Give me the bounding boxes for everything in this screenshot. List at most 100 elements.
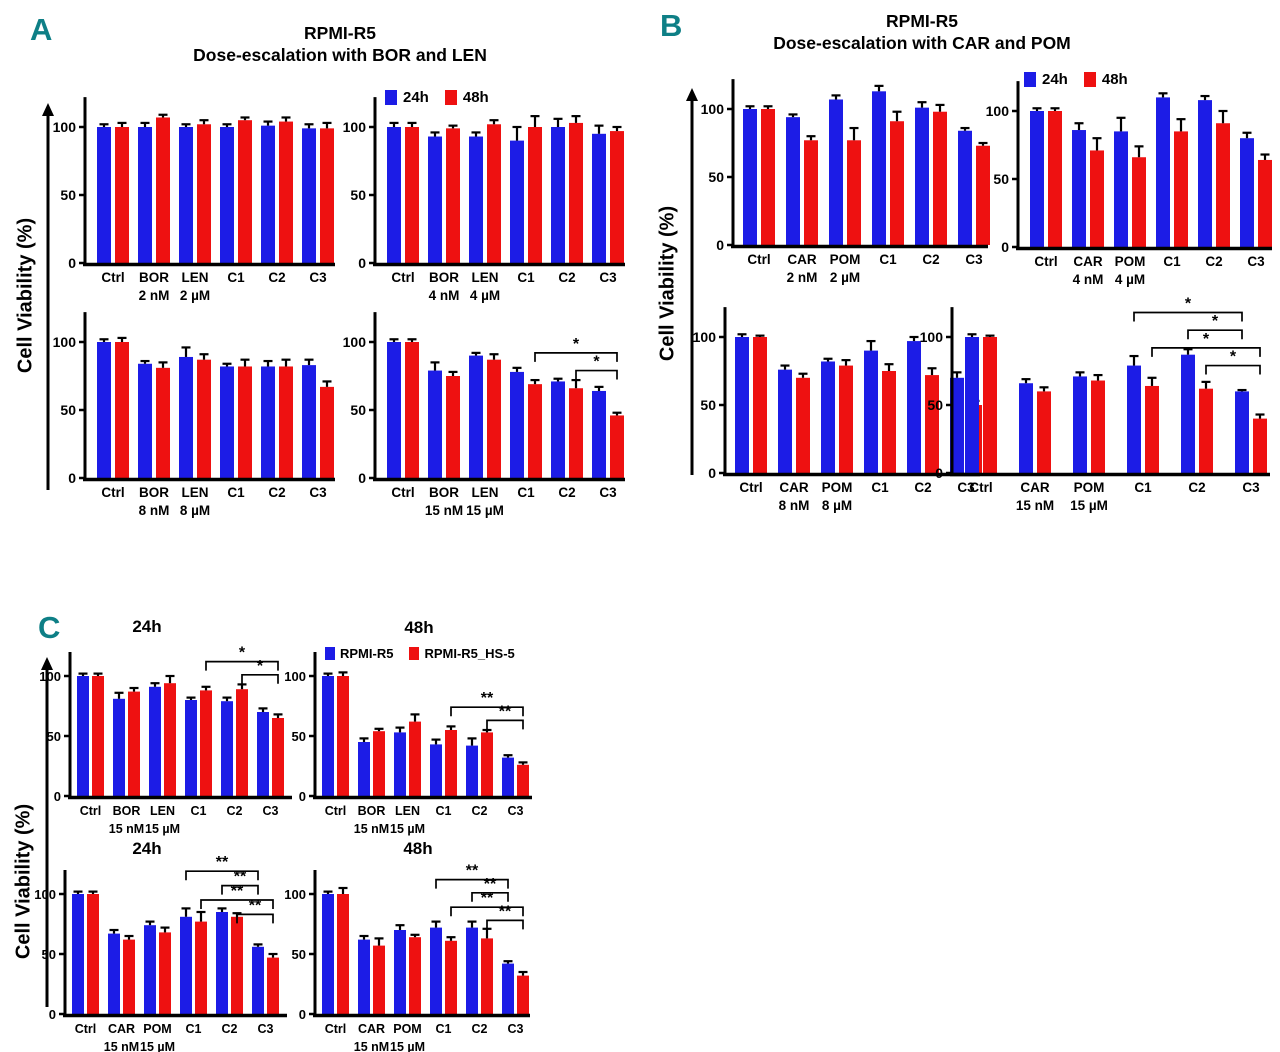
svg-text:15 nM: 15 nM bbox=[354, 822, 389, 836]
bar-C3-48h bbox=[320, 128, 334, 263]
bar-C1-RPMI-R5_HS-5 bbox=[445, 730, 457, 796]
panel-b-title-line1: RPMI-R5 bbox=[886, 11, 958, 31]
svg-text:Ctrl: Ctrl bbox=[325, 1022, 347, 1036]
bar-C3-RPMI-R5 bbox=[502, 963, 514, 1014]
bar-C2-48h bbox=[933, 111, 947, 245]
bar-POM-24h bbox=[829, 99, 843, 245]
bar-Ctrl-RPMI-R5 bbox=[77, 676, 89, 796]
svg-text:100: 100 bbox=[39, 669, 61, 684]
svg-text:Ctrl: Ctrl bbox=[391, 485, 414, 500]
bar-POM-RPMI-R5 bbox=[394, 930, 406, 1014]
bar-POM-24h bbox=[821, 361, 835, 473]
svg-text:50: 50 bbox=[292, 729, 306, 744]
bar-BOR-RPMI-R5 bbox=[113, 698, 125, 796]
svg-text:C2: C2 bbox=[558, 270, 575, 285]
svg-text:*: * bbox=[1230, 349, 1237, 366]
svg-text:CAR: CAR bbox=[358, 1022, 385, 1036]
svg-text:50: 50 bbox=[350, 187, 366, 203]
svg-text:**: ** bbox=[466, 863, 479, 880]
significance-bracket bbox=[185, 870, 259, 881]
bar-C3-48h bbox=[1258, 159, 1272, 247]
bar-LEN-RPMI-R5_HS-5 bbox=[164, 683, 176, 796]
svg-text:C1: C1 bbox=[517, 270, 535, 285]
svg-text:POM: POM bbox=[393, 1022, 421, 1036]
svg-text:*: * bbox=[257, 658, 264, 675]
significance-bracket bbox=[471, 891, 509, 902]
svg-text:C3: C3 bbox=[1242, 480, 1260, 495]
bar-C2-RPMI-R5 bbox=[216, 912, 228, 1014]
bar-C2-24h bbox=[261, 366, 275, 478]
bar-CAR-48h bbox=[1090, 150, 1104, 247]
bar-CAR-RPMI-R5 bbox=[358, 939, 370, 1014]
svg-text:BOR: BOR bbox=[113, 804, 141, 818]
svg-text:Ctrl: Ctrl bbox=[80, 804, 102, 818]
svg-text:C2: C2 bbox=[1205, 254, 1222, 269]
svg-text:100: 100 bbox=[343, 334, 367, 350]
significance-bracket bbox=[534, 352, 618, 362]
bar-BOR-24h bbox=[428, 136, 442, 263]
bar-Ctrl-24h bbox=[735, 337, 749, 473]
svg-text:C2: C2 bbox=[1188, 480, 1205, 495]
bar-C1-24h bbox=[1156, 97, 1170, 248]
svg-text:C3: C3 bbox=[309, 270, 327, 285]
svg-text:100: 100 bbox=[284, 669, 306, 684]
svg-text:50: 50 bbox=[60, 187, 76, 203]
svg-text:50: 50 bbox=[350, 402, 366, 418]
bar-CAR-RPMI-R5_HS-5 bbox=[123, 939, 135, 1014]
svg-text:0: 0 bbox=[299, 1007, 306, 1022]
bar-Ctrl-24h bbox=[743, 109, 757, 245]
svg-text:100: 100 bbox=[34, 887, 56, 902]
bar-BOR-RPMI-R5_HS-5 bbox=[128, 691, 140, 796]
significance-bracket bbox=[435, 878, 509, 889]
bar-BOR-48h bbox=[156, 367, 170, 478]
svg-text:100: 100 bbox=[986, 103, 1010, 119]
panel-a-letter: A bbox=[30, 12, 53, 47]
legend-label-rpmi-r5-hs-5: RPMI-R5_HS-5 bbox=[424, 646, 515, 661]
bar-C3-24h bbox=[302, 365, 316, 478]
bar-Ctrl-24h bbox=[965, 337, 979, 473]
svg-text:BOR: BOR bbox=[358, 804, 386, 818]
bar-C2-24h bbox=[551, 127, 565, 263]
panel-b-y-axis-label: Cell Viability (%) bbox=[656, 205, 679, 362]
svg-text:50: 50 bbox=[42, 947, 56, 962]
svg-text:15 µM: 15 µM bbox=[390, 1040, 425, 1052]
bar-C3-24h bbox=[1235, 391, 1249, 473]
bar-Ctrl-48h bbox=[115, 342, 129, 478]
arrowhead-icon bbox=[42, 103, 54, 116]
svg-text:100: 100 bbox=[53, 334, 77, 350]
svg-text:*: * bbox=[1203, 331, 1210, 348]
legend-label-48h: 48h bbox=[1101, 71, 1128, 88]
bar-C1-RPMI-R5_HS-5 bbox=[445, 940, 457, 1014]
svg-text:Ctrl: Ctrl bbox=[739, 480, 762, 495]
arrowhead-icon bbox=[686, 88, 698, 101]
bar-LEN-RPMI-R5 bbox=[394, 732, 406, 796]
bar-C3-24h bbox=[1240, 138, 1254, 247]
svg-text:50: 50 bbox=[708, 169, 724, 185]
legend-label-48h: 48h bbox=[462, 89, 489, 106]
bar-C3-RPMI-R5_HS-5 bbox=[267, 957, 279, 1014]
svg-text:*: * bbox=[593, 354, 600, 371]
svg-text:100: 100 bbox=[284, 887, 306, 902]
bar-C1-RPMI-R5 bbox=[180, 916, 192, 1014]
bar-BOR-24h bbox=[138, 127, 152, 263]
svg-text:C2: C2 bbox=[472, 1022, 488, 1036]
svg-text:8 nM: 8 nM bbox=[779, 498, 810, 513]
panel-c-letter: C bbox=[38, 610, 61, 645]
panel-c-y-axis-label: Cell Viability (%) bbox=[12, 803, 35, 960]
svg-text:*: * bbox=[239, 645, 246, 662]
svg-text:C1: C1 bbox=[436, 804, 452, 818]
significance-bracket bbox=[486, 719, 524, 730]
svg-text:50: 50 bbox=[47, 729, 61, 744]
svg-text:C2: C2 bbox=[222, 1022, 238, 1036]
bar-C2-24h bbox=[1198, 100, 1212, 248]
bar-CAR-RPMI-R5_HS-5 bbox=[373, 945, 385, 1014]
significance-bracket bbox=[1133, 311, 1243, 322]
bar-Ctrl-RPMI-R5_HS-5 bbox=[92, 676, 104, 796]
svg-text:100: 100 bbox=[920, 329, 944, 345]
significance-bracket bbox=[241, 673, 279, 684]
svg-text:15 µM: 15 µM bbox=[1070, 498, 1108, 513]
svg-text:0: 0 bbox=[358, 470, 366, 486]
bar-CAR-24h bbox=[786, 117, 800, 245]
bar-LEN-24h bbox=[179, 356, 193, 478]
